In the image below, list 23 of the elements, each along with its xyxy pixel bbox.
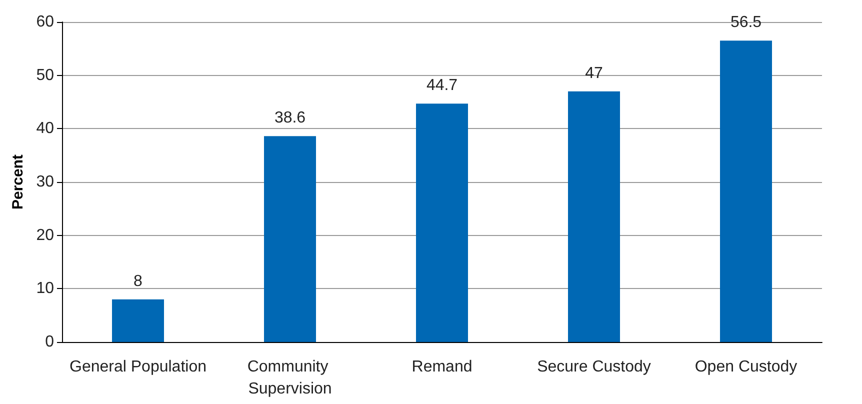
data-label: 44.7 (426, 77, 458, 94)
data-label: 8 (134, 272, 143, 290)
y-tick-label: 60 (36, 14, 54, 30)
y-tick-label: 30 (36, 174, 54, 190)
data-label: 56.5 (730, 14, 762, 32)
y-axis-title: Percent (9, 154, 26, 210)
y-tick-label: 0 (45, 334, 54, 350)
y-tick-label: 20 (36, 226, 54, 244)
y-tick-label: 10 (36, 280, 54, 298)
data-label: 38.6 (274, 110, 306, 127)
bar (416, 104, 468, 342)
y-tick-label: 40 (36, 120, 54, 138)
x-tick-label: Remand (412, 358, 472, 376)
bar (568, 91, 620, 342)
x-tick-label: Open Custody (694, 358, 798, 376)
bar (264, 136, 316, 342)
data-label: 47 (585, 64, 603, 82)
x-tick-label: Community Supervision (247, 358, 333, 398)
bar (112, 299, 164, 342)
x-tick-label: General Population (70, 358, 206, 376)
y-tick-label: 50 (36, 66, 54, 84)
x-tick-label: Secure Custody (537, 358, 651, 376)
bar (720, 40, 772, 342)
